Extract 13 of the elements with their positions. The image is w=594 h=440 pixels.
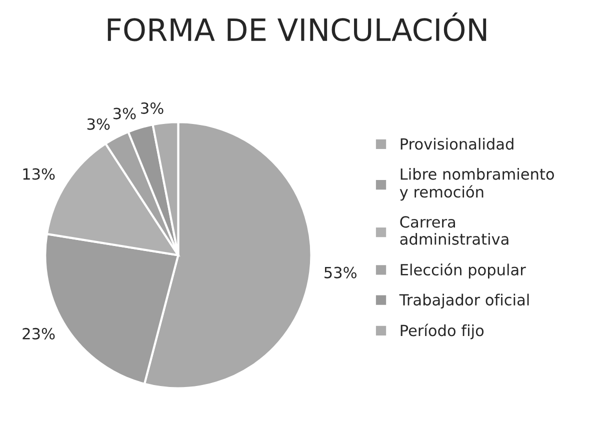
chart-title: FORMA DE VINCULACIÓN [108,12,486,42]
legend-label: Libre nombramiento y remoción [400,168,554,201]
legend-label: Carrera administrativa [400,216,508,245]
data-label: 3% [113,108,136,120]
legend-label: Provisionalidad [400,138,514,150]
legend-label: Elección popular [400,263,526,278]
data-label: 23% [22,328,55,340]
legend-label: Trabajador oficial [399,294,529,309]
data-label: 53% [324,266,356,278]
data-label: 13% [23,168,55,180]
legend-label: Período fijo [400,324,484,340]
data-label: 3% [141,102,164,114]
data-label: 3% [87,118,110,130]
